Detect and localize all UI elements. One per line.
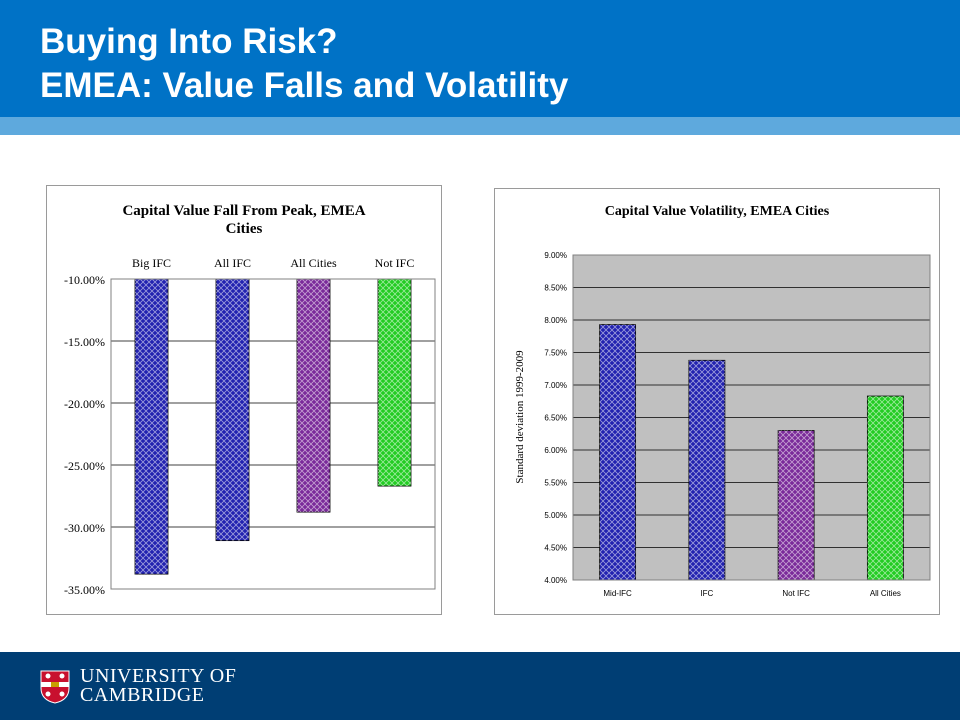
chart1-category-label: All Cities <box>290 256 337 270</box>
chart2-y-axis-label: Standard deviation 1999-2009 <box>514 350 526 484</box>
chart1-y-tick-label: -35.00% <box>64 583 105 597</box>
chart2-y-tick-label: 4.00% <box>544 576 567 585</box>
logo-line1: UNIVERSITY OF <box>80 665 237 687</box>
chart1-category-label: Not IFC <box>375 256 415 270</box>
chart2-plot-border <box>572 254 931 581</box>
volatility-chart: Capital Value Volatility, EMEA Cities 9.… <box>494 188 940 615</box>
chart1-category-label: Big IFC <box>132 256 171 270</box>
chart2-category-label: All Cities <box>870 589 901 598</box>
chart1-title-line2: Cities <box>226 221 263 237</box>
chart2-category-label: IFC <box>700 589 713 598</box>
chart2-y-tick-label: 8.00% <box>544 316 567 325</box>
chart2-y-tick-label: 5.50% <box>544 479 567 488</box>
chart1-bar-hatch <box>297 279 330 513</box>
logo-line2: CAMBRIDGE <box>80 684 205 706</box>
chart2-bar-hatch <box>688 360 725 580</box>
value-fall-chart: Capital Value Fall From Peak, EMEA Citie… <box>46 185 442 615</box>
footer-banner <box>0 652 960 720</box>
chart2-category-label: Mid-IFC <box>603 589 632 598</box>
chart1-y-tick-label: -25.00% <box>64 459 105 473</box>
value-fall-chart-svg: Capital Value Fall From Peak, EMEA Citie… <box>64 203 436 597</box>
slide-title: Buying Into Risk? EMEA: Value Falls and … <box>40 20 568 108</box>
chart1-y-tick-label: -20.00% <box>64 397 105 411</box>
chart1-bar-hatch <box>216 279 249 541</box>
title-banner <box>0 0 960 117</box>
university-logo-text: UNIVERSITY OF CAMBRIDGE <box>80 665 237 706</box>
chart2-y-tick-label: 6.00% <box>544 446 567 455</box>
chart2-y-tick-label: 7.50% <box>544 349 567 358</box>
university-crest-icon <box>40 670 70 704</box>
chart2-bar-hatch <box>599 324 636 580</box>
chart1-bar-hatch <box>378 279 411 487</box>
chart2-y-tick-label: 8.50% <box>544 284 567 293</box>
chart2-bar-hatch <box>867 396 904 580</box>
title-banner-stripe <box>0 117 960 135</box>
chart2-title: Capital Value Volatility, EMEA Cities <box>605 204 830 219</box>
volatility-chart-svg: Capital Value Volatility, EMEA Cities 9.… <box>514 204 931 598</box>
chart2-category-label: Not IFC <box>782 589 810 598</box>
chart1-bar-hatch <box>135 279 168 575</box>
slide-title-line1: Buying Into Risk? <box>40 22 338 61</box>
chart2-bar-hatch <box>778 430 815 580</box>
chart2-y-tick-label: 4.50% <box>544 544 567 553</box>
chart2-y-tick-label: 7.00% <box>544 381 567 390</box>
chart2-y-tick-label: 9.00% <box>544 251 567 260</box>
chart1-y-tick-label: -30.00% <box>64 521 105 535</box>
chart2-y-tick-label: 5.00% <box>544 511 567 520</box>
chart1-title-line1: Capital Value Fall From Peak, EMEA <box>122 203 365 219</box>
slide-title-line2: EMEA: Value Falls and Volatility <box>40 66 569 105</box>
chart1-y-tick-label: -15.00% <box>64 335 105 349</box>
chart1-category-label: All IFC <box>214 256 251 270</box>
chart2-y-tick-label: 6.50% <box>544 414 567 423</box>
chart1-y-tick-label: -10.00% <box>64 273 105 287</box>
chart1-plot-border <box>110 278 436 590</box>
